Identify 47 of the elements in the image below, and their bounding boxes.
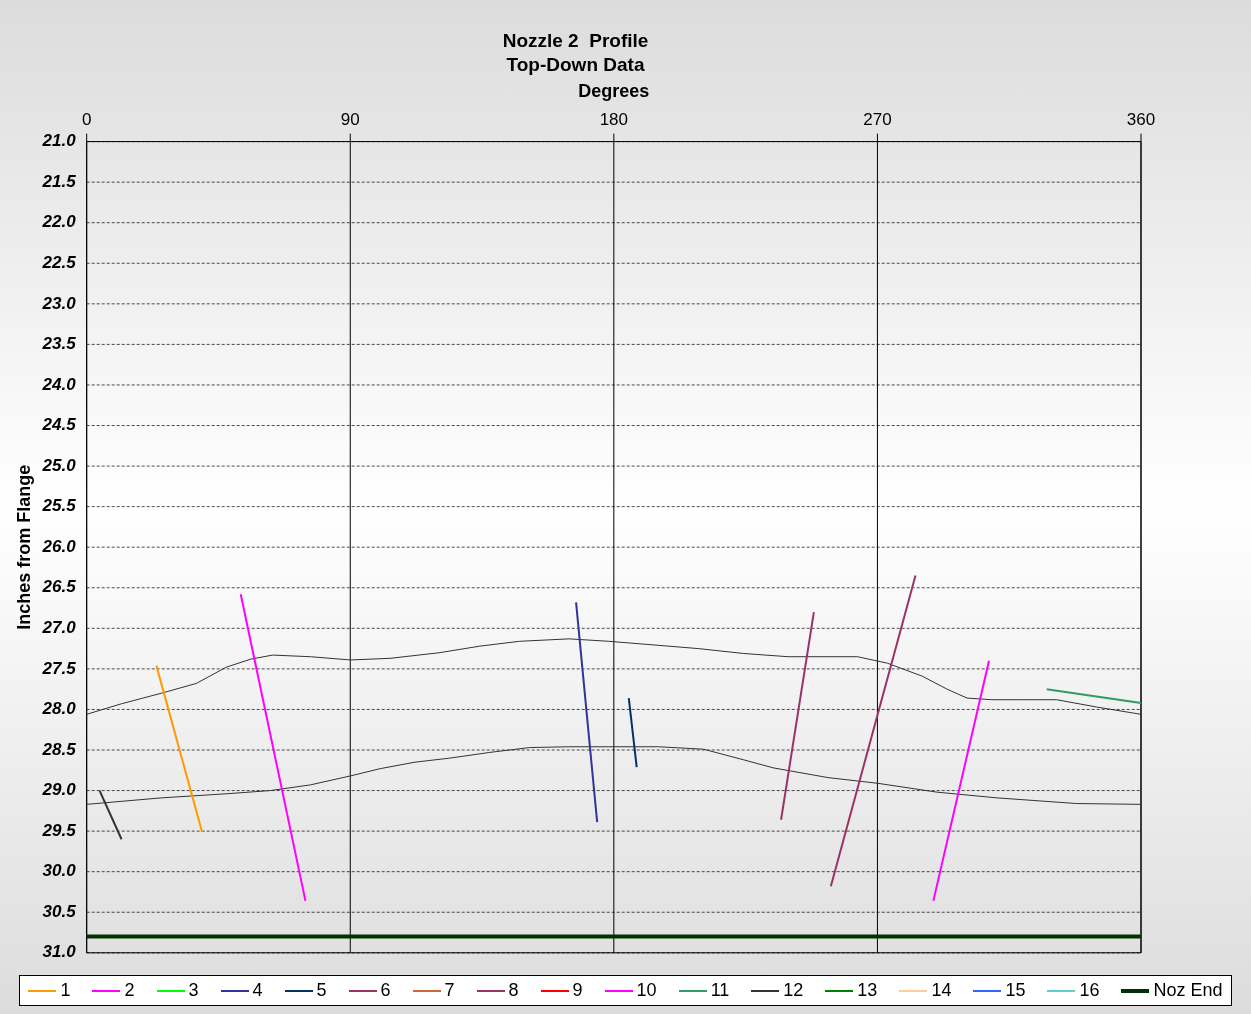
legend-label: 14 (931, 980, 952, 1001)
legend-label: 1 (60, 980, 71, 1001)
legend-label: 6 (380, 980, 391, 1001)
y-tick-label: 26.0 (41, 536, 77, 556)
y-tick-label: 23.5 (41, 334, 77, 354)
y-tick-label: 25.5 (41, 496, 77, 516)
y-tick-label: 25.0 (41, 455, 77, 475)
legend-label: 11 (710, 980, 730, 1001)
y-tick-label: 29.0 (41, 780, 77, 800)
y-axis-title: Inches from Flange (13, 464, 34, 630)
y-tick-label: 24.0 (41, 374, 77, 394)
y-tick-label: 26.5 (41, 577, 77, 597)
legend-label: Noz End (1153, 980, 1223, 1001)
legend-label: 15 (1005, 980, 1026, 1001)
chart-title: Nozzle 2 Profile (502, 29, 649, 51)
x-tick-label: 90 (340, 110, 360, 130)
y-tick-label: 22.0 (41, 212, 77, 232)
y-tick-label: 29.5 (41, 820, 77, 840)
x-tick-label: 360 (1126, 110, 1156, 130)
x-axis-title: Degrees (578, 81, 650, 102)
y-tick-label: 23.0 (41, 293, 77, 313)
y-tick-label: 24.5 (41, 415, 77, 435)
chart-subtitle: Top-Down Data (506, 54, 645, 76)
y-tick-label: 30.0 (42, 861, 77, 881)
y-tick-label: 21.5 (41, 171, 77, 191)
y-tick-label: 28.5 (41, 739, 77, 759)
x-tick-label: 0 (81, 110, 92, 130)
legend-label: 3 (188, 980, 199, 1001)
y-tick-label: 27.0 (41, 618, 77, 638)
legend-label: 8 (508, 980, 519, 1001)
x-tick-label: 180 (599, 110, 629, 130)
y-tick-label: 22.5 (41, 252, 77, 272)
x-tick-label: 270 (863, 110, 892, 130)
legend-label: 16 (1079, 980, 1100, 1001)
legend-label: 10 (636, 980, 657, 1001)
y-tick-label: 31.0 (42, 942, 77, 962)
y-tick-label: 30.5 (42, 901, 77, 921)
y-tick-label: 27.5 (41, 658, 77, 678)
y-tick-label: 28.0 (41, 699, 77, 719)
legend-label: 2 (124, 980, 135, 1001)
y-tick-label: 21.0 (41, 131, 77, 151)
legend-label: 4 (252, 980, 263, 1001)
legend-label: 5 (316, 980, 327, 1001)
legend-label: 12 (783, 980, 804, 1001)
legend-label: 9 (572, 980, 583, 1001)
legend-label: 13 (857, 980, 878, 1001)
legend-label: 7 (444, 980, 455, 1001)
